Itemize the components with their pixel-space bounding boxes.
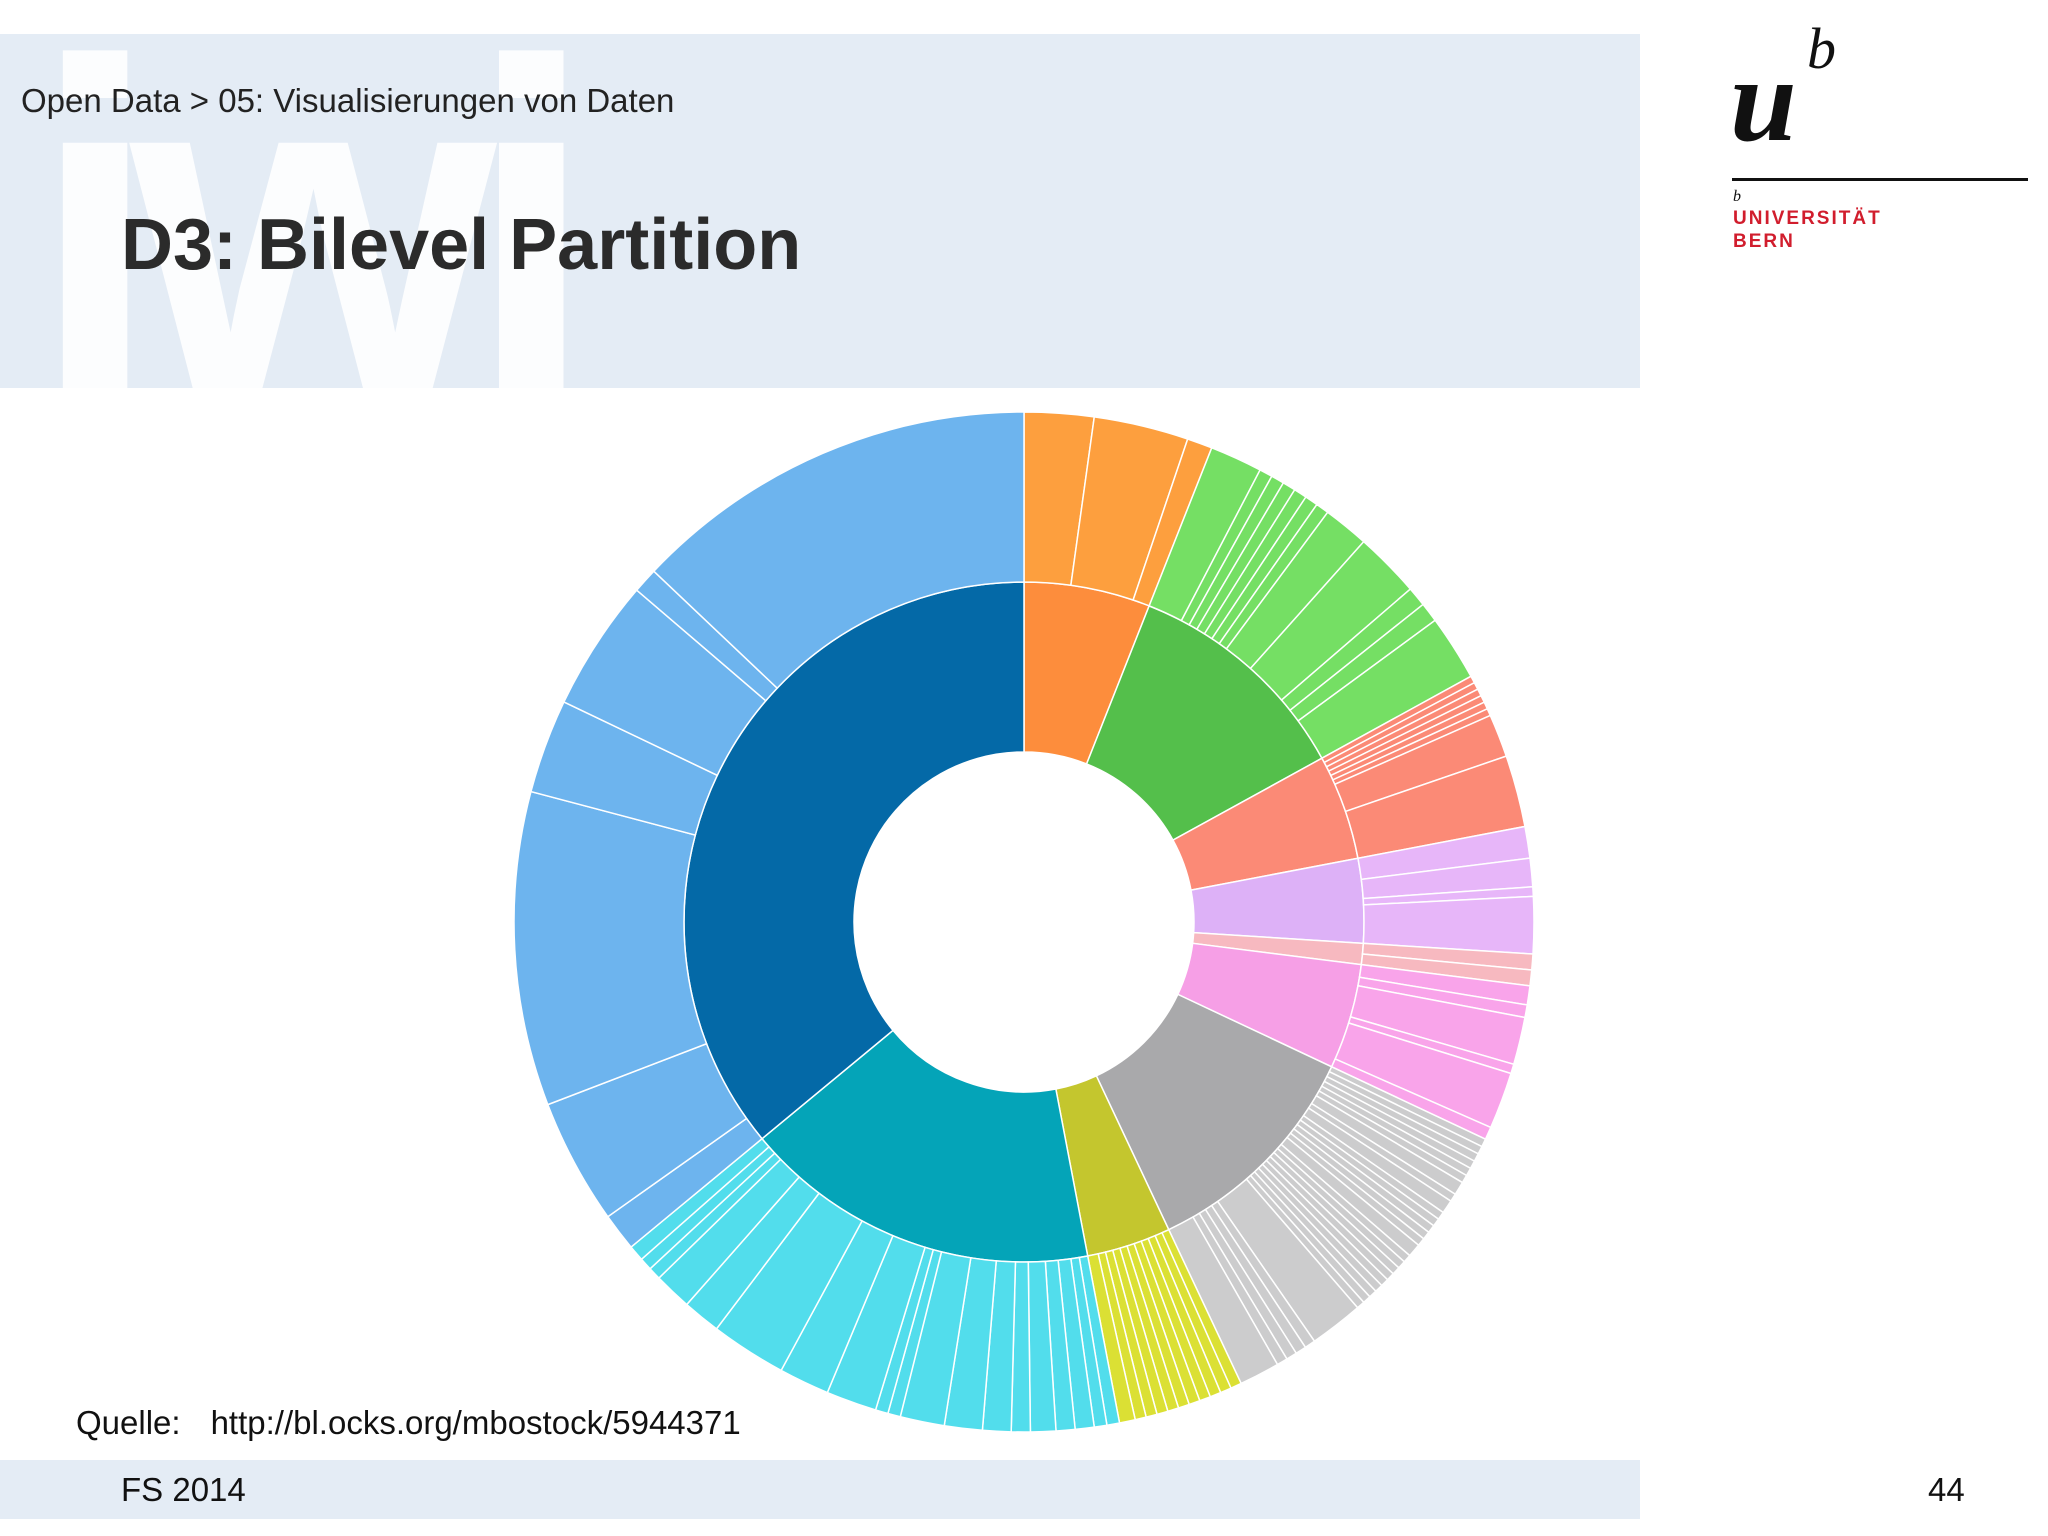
university-logo: u b b UNIVERSITÄT BERN xyxy=(1730,20,2030,260)
source-url[interactable]: http://bl.ocks.org/mbostock/5944371 xyxy=(210,1404,741,1441)
source-citation: Quelle: http://bl.ocks.org/mbostock/59443… xyxy=(76,1404,741,1442)
header-band: iwi Open Data > 05: Visualisierungen von… xyxy=(0,34,1640,388)
logo-text-bern: BERN xyxy=(1733,231,1795,252)
page-number: 44 xyxy=(1928,1471,1965,1508)
sunburst-chart xyxy=(513,411,1535,1433)
footer-term: FS 2014 xyxy=(121,1471,246,1508)
logo-text-universitaet: UNIVERSITÄT xyxy=(1733,208,1882,229)
outer-arc-j-7[interactable] xyxy=(652,411,1025,690)
iwi-watermark-logo: iwi xyxy=(30,34,597,388)
logo-small-b: b xyxy=(1733,188,1741,205)
logo-mark-b: b xyxy=(1807,16,1836,81)
footer-band xyxy=(0,1460,1640,1519)
source-label: Quelle: xyxy=(76,1404,181,1441)
breadcrumb: Open Data > 05: Visualisierungen von Dat… xyxy=(21,82,675,119)
logo-mark-u: u xyxy=(1730,33,1797,166)
logo-divider xyxy=(1732,178,2028,181)
slide-title: D3: Bilevel Partition xyxy=(121,205,802,285)
